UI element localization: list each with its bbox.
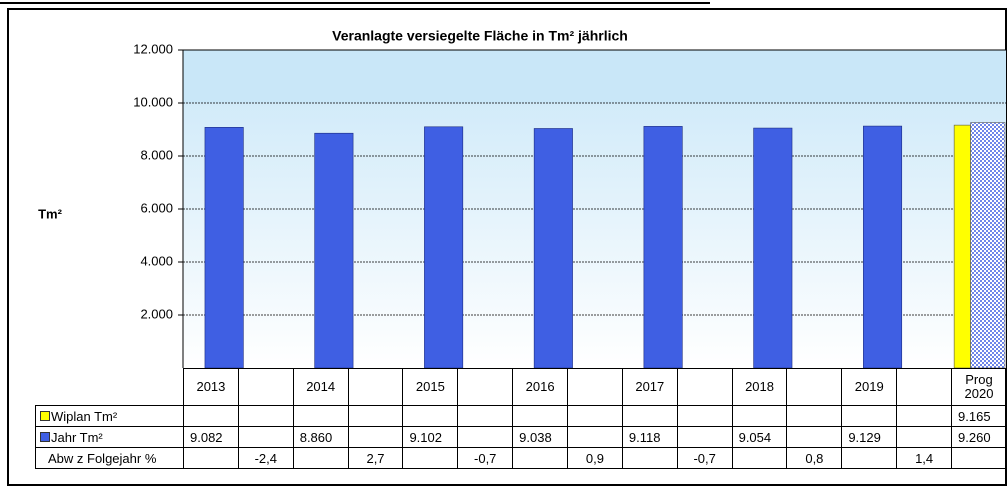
category-cell: 2015 — [402, 368, 459, 406]
category-cell: 2013 — [183, 368, 239, 406]
value-cell — [676, 405, 733, 427]
value-cell — [347, 426, 404, 448]
legend-label: Jahr Tm² — [51, 429, 103, 445]
legend-label: Abw z Folgejahr % — [48, 450, 157, 466]
value-cell — [292, 405, 349, 427]
value-cell — [292, 447, 349, 469]
y-tick-label: 4.000 — [140, 253, 173, 268]
y-tick-label: 2.000 — [140, 306, 173, 321]
value-cell — [512, 447, 569, 469]
value-cell — [567, 405, 623, 427]
value-cell: 0,9 — [567, 447, 623, 469]
y-axis-label: Tm² — [38, 206, 63, 221]
value-cell — [841, 447, 898, 469]
value-cell — [951, 447, 1007, 469]
series-row: Wiplan Tm² 9.165 — [35, 405, 1007, 427]
value-cell — [237, 405, 294, 427]
value-cell — [621, 405, 678, 427]
bar — [970, 122, 1006, 369]
legend-cell: Jahr Tm² — [35, 426, 184, 448]
category-cell: Prog 2020 — [951, 368, 1007, 406]
category-cell: 2016 — [512, 368, 569, 406]
category-cell — [676, 368, 733, 406]
y-tick-label: 12.000 — [133, 41, 173, 56]
category-cell — [896, 368, 953, 406]
value-cell — [896, 405, 953, 427]
category-cell: 2014 — [292, 368, 349, 406]
value-cell: 9.102 — [402, 426, 459, 448]
value-cell: 8.860 — [292, 426, 349, 448]
series-row: Jahr Tm² 9.082 8.860 9.102 9.038 9.118 9.054 9.… — [35, 426, 1007, 448]
plot-area: 2.000 4.000 6.000 8.000 10.000 12.000 — [133, 41, 1006, 369]
value-cell — [786, 405, 843, 427]
bar — [863, 125, 903, 369]
value-cell: 1,4 — [896, 447, 953, 469]
legend-swatch — [40, 410, 50, 421]
value-cell: 9.054 — [731, 426, 788, 448]
series-row: Abw z Folgejahr % -2,4 2,7 -0,7 0,9 -0,7 0,8 1,… — [35, 447, 1007, 469]
bar — [953, 124, 971, 369]
value-cell — [567, 426, 623, 448]
chart-title: Veranlagte versiegelte Fläche in Tm² jäh… — [332, 28, 628, 44]
value-cell: 9.038 — [512, 426, 569, 448]
value-cell — [237, 426, 294, 448]
value-cell — [183, 405, 239, 427]
value-cell — [183, 447, 239, 469]
y-tick-label: 10.000 — [133, 94, 173, 109]
category-cell — [237, 368, 294, 406]
value-cell — [731, 405, 788, 427]
category-cell — [347, 368, 404, 406]
value-cell: 9.260 — [951, 426, 1007, 448]
value-cell: 9.165 — [951, 405, 1007, 427]
bar — [424, 126, 464, 369]
value-cell — [402, 447, 459, 469]
bar — [533, 128, 573, 369]
plot-band — [183, 50, 1006, 103]
y-tick-label: 8.000 — [140, 147, 173, 162]
value-cell — [621, 447, 678, 469]
value-cell: 9.129 — [841, 426, 898, 448]
corner — [36, 369, 184, 406]
value-cell — [512, 405, 569, 427]
legend-cell: Wiplan Tm² — [35, 405, 184, 427]
value-cell: -0,7 — [676, 447, 733, 469]
category-row: 2013 2014 2015 2016 2017 2018 2019 Prog 2020 — [36, 368, 1007, 406]
legend-swatch — [40, 431, 50, 442]
category-cell — [567, 368, 623, 406]
value-cell — [896, 426, 953, 448]
legend-cell: Abw z Folgejahr % — [35, 447, 184, 469]
value-cell — [731, 447, 788, 469]
value-cell — [841, 405, 898, 427]
value-cell: -0,7 — [457, 447, 514, 469]
bar — [314, 132, 354, 369]
bar — [204, 127, 244, 369]
category-cell — [457, 368, 514, 406]
value-cell — [457, 405, 514, 427]
legend-label: Wiplan Tm² — [51, 408, 118, 424]
value-cell: 9.082 — [183, 426, 239, 448]
category-cell: 2018 — [731, 368, 788, 406]
value-cell: 2,7 — [347, 447, 404, 469]
value-cell — [676, 426, 733, 448]
bar — [643, 126, 683, 369]
value-cell: 0,8 — [786, 447, 843, 469]
value-cell: 9.118 — [621, 426, 678, 448]
category-cell: 2019 — [841, 368, 898, 406]
value-cell — [402, 405, 459, 427]
value-cell: -2,4 — [237, 447, 294, 469]
y-tick-label: 6.000 — [140, 200, 173, 215]
value-cell — [786, 426, 843, 448]
category-cell — [786, 368, 843, 406]
bar — [753, 127, 793, 369]
category-cell: 2017 — [621, 368, 678, 406]
data-table: 2013 2014 2015 2016 2017 2018 2019 Prog 2020 Wip… — [35, 368, 1007, 469]
value-cell — [457, 426, 514, 448]
value-cell — [347, 405, 404, 427]
